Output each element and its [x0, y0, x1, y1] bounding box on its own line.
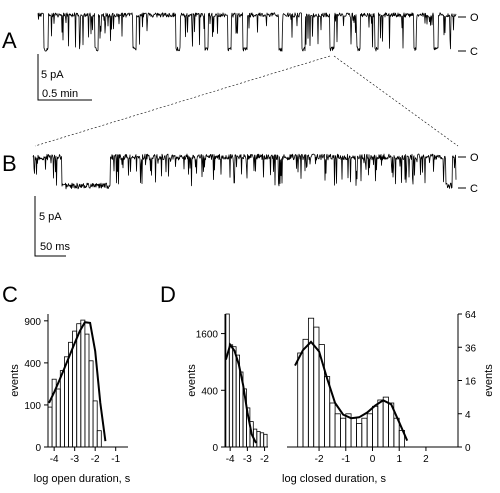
- c-x-tick-label: -2: [91, 454, 100, 465]
- d-left-x-tick-label: -2: [260, 454, 269, 465]
- panel-c-label: C: [2, 282, 18, 307]
- scale-time-b: 50 ms: [40, 241, 70, 253]
- scale-current-a: 5 pA: [41, 69, 64, 81]
- c-x-tick-label: -3: [70, 454, 79, 465]
- c-hist-bin: [96, 430, 102, 448]
- d-right-hist-bin: [366, 413, 373, 448]
- d-right-fit-curve: [294, 340, 409, 442]
- c-y-tick-label: 900: [24, 317, 41, 328]
- c-hist-bin: [59, 370, 65, 448]
- chart-d-right: -2 -1 0 1 2 0 4 16 36 64 events log closed duration…: [282, 310, 495, 485]
- d-left-x-tick-label: -3: [243, 454, 252, 465]
- d-right-hist-bin: [356, 423, 363, 448]
- c-x-tick-label: -4: [50, 454, 59, 465]
- c-hist-bin: [80, 319, 86, 448]
- d-left-y-label: events: [186, 364, 198, 397]
- panel-d-label: D: [160, 282, 176, 307]
- d-right-hist-bin: [307, 317, 315, 448]
- d-right-x-label: log closed duration, s: [282, 473, 386, 485]
- zoom-line-left: [34, 55, 331, 147]
- d-left-hist-bin: [256, 431, 261, 448]
- d-right-y-tick-label: 64: [465, 310, 477, 321]
- d-right-hist-bin: [329, 402, 336, 448]
- d-right-x-tick-label: 2: [423, 454, 429, 465]
- c-y-tick-label: 0: [35, 443, 41, 454]
- c-y-label: events: [9, 364, 21, 397]
- panel-a-label: A: [2, 28, 17, 53]
- c-hist-bin: [84, 333, 90, 448]
- scale-current-b: 5 pA: [39, 211, 62, 223]
- closed-level-label-b: C: [470, 183, 478, 195]
- d-left-fit-curve: [224, 342, 257, 444]
- d-right-hist-bin: [382, 396, 389, 448]
- closed-level-label-a: C: [470, 46, 478, 58]
- d-left-x-tick-label: -4: [226, 454, 235, 465]
- d-right-x-tick-label: 1: [396, 454, 402, 465]
- panel-b-label: B: [2, 151, 17, 176]
- c-y-tick-label: 100: [24, 401, 41, 412]
- c-x-label: log open duration, s: [34, 473, 131, 485]
- c-y-tick-label: 400: [24, 359, 41, 370]
- d-right-hist-bin: [339, 417, 347, 448]
- d-right-x-tick-label: 0: [370, 454, 376, 465]
- d-right-hist-bin: [377, 399, 384, 448]
- scale-bar-a: [37, 54, 92, 101]
- d-left-hist-bin: [228, 344, 234, 448]
- d-right-y-tick-label: 4: [465, 410, 471, 421]
- d-right-hist-bin: [297, 352, 304, 448]
- d-left-hist-bin: [263, 433, 268, 448]
- d-left-hist-bin: [232, 346, 237, 448]
- trace-a: [37, 12, 457, 52]
- scale-bar-b: [34, 196, 66, 257]
- d-left-y-tick-label: 1600: [196, 330, 219, 341]
- d-right-hist-bin: [372, 405, 379, 448]
- d-right-x-tick-label: -1: [341, 454, 350, 465]
- zoom-line-right: [333, 55, 459, 147]
- chart-d-left: -4 -3 -2 0 400 1600 events: [186, 313, 269, 465]
- c-hist-bin: [47, 406, 53, 448]
- d-right-y-label: events: [483, 364, 495, 397]
- d-right-y-tick-label: 16: [465, 377, 477, 388]
- d-left-y-tick-label: 0: [212, 443, 218, 454]
- d-right-hist-bin: [334, 413, 341, 448]
- d-right-hist-bin: [302, 338, 309, 448]
- open-level-label-a: O: [470, 12, 479, 24]
- chart-c: -4 -3 -2 -1 0 100 400 900 events log open duratio…: [9, 314, 131, 485]
- c-hist-bin: [92, 400, 98, 448]
- d-right-x-tick-label: -2: [315, 454, 324, 465]
- c-fit-curve: [48, 321, 107, 442]
- d-right-hist-bin: [350, 417, 357, 448]
- d-right-hist-bin: [361, 417, 368, 448]
- scale-time-a: 0.5 min: [42, 88, 78, 100]
- open-level-label-b: O: [470, 152, 479, 164]
- d-left-y-tick-label: 400: [201, 386, 218, 397]
- c-hist-bin: [55, 388, 61, 448]
- c-hist-bin: [88, 360, 94, 448]
- c-hist-bin: [64, 356, 69, 448]
- c-x-tick-label: -1: [111, 454, 120, 465]
- d-right-y-tick-label: 36: [465, 343, 477, 354]
- d-right-y-tick-label: 0: [465, 443, 471, 454]
- trace-b: [32, 153, 457, 190]
- c-hist-bin: [76, 323, 82, 448]
- d-left-hist-bin: [259, 432, 265, 448]
- d-left-hist-bin: [225, 313, 230, 448]
